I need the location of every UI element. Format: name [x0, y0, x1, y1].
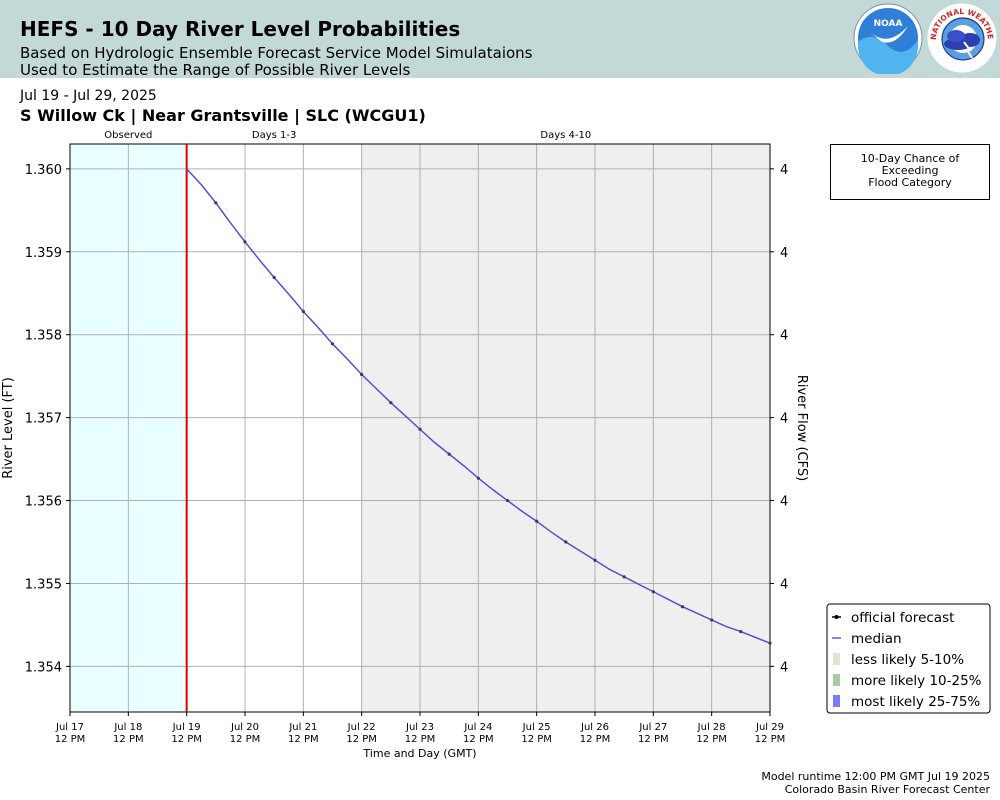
period-label: Observed: [104, 130, 152, 141]
legend-label: more likely 10-25%: [851, 673, 982, 689]
flood-category-box: 10-Day Chance of Exceeding Flood Categor…: [830, 144, 990, 200]
station-title: S Willow Ck | Near Grantsville | SLC (WC…: [20, 106, 426, 125]
page-title: HEFS - 10 Day River Level Probabilities: [20, 17, 461, 41]
official-forecast-point: [593, 558, 597, 562]
y-axis-label: River Level (FT): [1, 377, 16, 479]
official-forecast-point: [739, 629, 743, 634]
x-tick-label-day: Jul 21: [288, 722, 317, 733]
period-label: Days 1-3: [252, 130, 296, 141]
official-forecast-point: [535, 519, 539, 523]
legend-label: most likely 25-75%: [851, 694, 980, 710]
official-forecast-point: [505, 498, 510, 503]
x-tick-label-time: 12 PM: [696, 734, 727, 745]
y-tick-label: 1.354: [25, 660, 62, 675]
chart-legend: [826, 603, 991, 714]
official-forecast-point: [447, 452, 451, 456]
legend-marker-official-forecast: [834, 615, 839, 619]
official-forecast-point: [768, 641, 772, 645]
x-tick-label-time: 12 PM: [521, 734, 552, 745]
official-forecast-point: [651, 590, 655, 594]
flood-box-line-3: Flood Category: [868, 176, 952, 189]
x-tick-label-day: Jul 28: [697, 722, 726, 733]
x-tick-label-day: Jul 24: [463, 722, 492, 733]
y2-tick-label: 4: [780, 329, 788, 344]
y2-tick-label: 4: [780, 495, 788, 510]
official-forecast-point: [301, 309, 305, 314]
x-tick-label-day: Jul 19: [172, 722, 201, 733]
x-tick-label-time: 12 PM: [171, 734, 202, 745]
official-forecast-point: [330, 342, 335, 346]
x-tick-label-day: Jul 29: [755, 722, 784, 733]
x-tick-label-day: Jul 17: [55, 722, 84, 733]
x-tick-label-day: Jul 25: [522, 722, 551, 733]
official-forecast-point: [710, 618, 714, 622]
period-label: Days 4-10: [540, 130, 591, 141]
x-tick-label-time: 12 PM: [755, 734, 786, 745]
legend-swatch-patch: [833, 695, 840, 707]
flood-box-line-1: 10-Day Chance of: [860, 152, 960, 165]
y-tick-label: 1.355: [25, 577, 62, 592]
x-tick-label-time: 12 PM: [580, 734, 611, 745]
y2-tick-label: 4: [780, 577, 788, 592]
official-forecast-point: [272, 275, 276, 280]
x-tick-label-time: 12 PM: [55, 734, 86, 745]
official-forecast-point: [564, 540, 568, 544]
x-tick-label-time: 12 PM: [288, 734, 319, 745]
official-forecast-point: [243, 240, 247, 244]
y-tick-label: 1.357: [25, 412, 62, 427]
x-tick-label-time: 12 PM: [113, 734, 144, 745]
x-tick-label-day: Jul 27: [638, 722, 667, 733]
x-tick-label-time: 12 PM: [346, 734, 377, 745]
y2-tick-label: 4: [780, 660, 788, 675]
y2-tick-label: 4: [780, 163, 788, 178]
flood-box-line-2: Exceeding: [881, 164, 939, 177]
page-subtitle-2: Used to Estimate the Range of Possible R…: [20, 61, 411, 79]
x-tick-label-day: Jul 20: [230, 722, 259, 733]
x-tick-label-time: 12 PM: [638, 734, 669, 745]
official-forecast-point: [622, 575, 626, 579]
x-tick-label-day: Jul 26: [580, 722, 609, 733]
y-tick-label: 1.356: [25, 495, 62, 510]
y2-tick-label: 4: [780, 412, 788, 427]
y-tick-label: 1.358: [25, 329, 62, 344]
y-tick-label: 1.360: [25, 163, 62, 178]
shade-days-4-10: [361, 144, 770, 712]
noaa-logo-text: NOAA: [874, 19, 903, 29]
nws-logo: NATIONAL WEATHER SERVICE: [926, 2, 997, 73]
official-forecast-point: [418, 427, 422, 431]
official-forecast-point: [360, 372, 364, 377]
page-subtitle-1: Based on Hydrologic Ensemble Forecast Se…: [20, 44, 533, 62]
date-range: Jul 19 - Jul 29, 2025: [20, 88, 157, 104]
official-forecast-point: [680, 605, 685, 609]
legend-label: official forecast: [851, 610, 954, 626]
x-tick-label-time: 12 PM: [230, 734, 261, 745]
legend-swatch-patch: [833, 674, 840, 686]
legend-swatch-patch: [833, 653, 840, 665]
model-runtime: Model runtime 12:00 PM GMT Jul 19 2025: [761, 770, 990, 783]
y2-axis-label: River Flow (CFS): [794, 375, 809, 481]
official-forecast-point: [214, 201, 218, 205]
y2-tick-label: 4: [780, 246, 788, 261]
x-tick-label-day: Jul 22: [347, 722, 376, 733]
legend-label: less likely 5-10%: [851, 652, 964, 668]
noaa-logo: NOAA: [853, 3, 923, 74]
official-forecast-point: [389, 401, 393, 405]
header-banner: HEFS - 10 Day River Level Probabilities …: [0, 0, 1000, 79]
x-tick-label-day: Jul 18: [113, 722, 142, 733]
legend-label: median: [851, 631, 902, 647]
x-axis-label: Time and Day (GMT): [362, 747, 476, 760]
x-tick-label-time: 12 PM: [405, 734, 436, 745]
official-forecast-point: [476, 476, 480, 480]
x-tick-label-time: 12 PM: [463, 734, 494, 745]
x-tick-label-day: Jul 23: [405, 722, 434, 733]
y-tick-label: 1.359: [25, 246, 62, 261]
forecast-center: Colorado Basin River Forecast Center: [784, 783, 990, 796]
